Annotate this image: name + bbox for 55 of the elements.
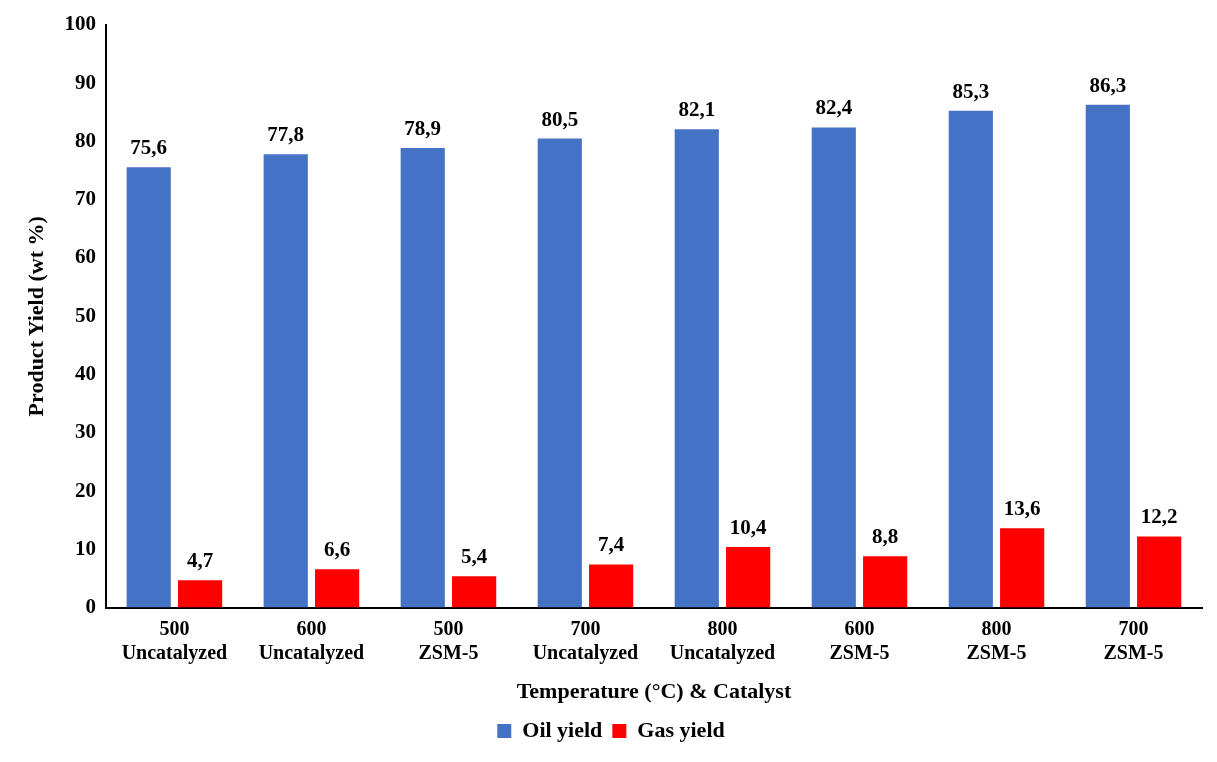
y-tick-label: 60	[74, 244, 96, 269]
data-label: 75,6	[130, 135, 168, 160]
y-tick-label: 70	[74, 186, 96, 211]
x-tick-label: 700 ZSM-5	[1103, 616, 1164, 663]
bar	[1000, 528, 1045, 608]
x-tick-label: 700 Uncatalyzed	[532, 616, 639, 664]
data-label: 78,9	[404, 115, 442, 140]
bar	[674, 129, 719, 608]
legend-label: Gas yield	[637, 716, 725, 742]
data-label: 10,4	[729, 514, 768, 539]
data-label: 8,8	[872, 524, 899, 549]
bar	[452, 576, 497, 608]
data-label: 6,6	[323, 537, 351, 562]
y-tick-label: 40	[74, 360, 96, 385]
bar	[400, 147, 445, 608]
y-tick-label: 30	[74, 419, 96, 444]
x-tick-label: 500 Uncatalyzed	[121, 616, 228, 664]
data-label: 12,2	[1140, 504, 1178, 529]
y-tick-label: 20	[74, 477, 96, 502]
data-label: 82,4	[815, 95, 853, 120]
bar	[811, 127, 856, 608]
data-label: 80,5	[541, 106, 579, 131]
data-label: 85,3	[952, 78, 990, 103]
y-axis-title: Product Yield (wt %)	[22, 216, 48, 417]
data-label: 13,6	[1003, 496, 1041, 521]
x-tick-label: 800 Uncatalyzed	[669, 616, 776, 664]
bar	[263, 154, 308, 608]
y-tick-label: 0	[85, 594, 96, 619]
bar	[315, 569, 360, 608]
x-tick-label: 800 ZSM-5	[966, 616, 1027, 663]
bar	[126, 167, 171, 608]
data-label: 4,7	[186, 548, 214, 573]
data-label: 77,8	[267, 122, 305, 147]
data-label: 86,3	[1089, 72, 1127, 97]
y-tick-label: 100	[64, 11, 96, 36]
legend-label: Oil yield	[522, 716, 603, 742]
data-label: 82,1	[678, 97, 716, 122]
x-tick-label: 500 ZSM-5	[418, 616, 479, 663]
data-label: 7,4	[598, 532, 625, 557]
bar	[726, 547, 771, 608]
y-tick-label: 50	[74, 302, 96, 327]
bar	[537, 138, 582, 608]
x-tick-label: 600 Uncatalyzed	[258, 616, 365, 664]
y-tick-label: 90	[74, 69, 96, 94]
y-tick-label: 80	[74, 127, 96, 152]
bar	[589, 564, 634, 608]
y-tick-label: 10	[74, 535, 96, 560]
bar	[863, 556, 908, 608]
x-tick-label: 600 ZSM-5	[829, 616, 890, 663]
bar	[178, 580, 223, 608]
bar	[1137, 536, 1182, 608]
x-axis-title: Temperature (°C) & Catalyst	[516, 678, 792, 704]
data-label: 5,4	[461, 544, 488, 569]
bar	[1085, 104, 1130, 608]
bar	[948, 110, 993, 608]
